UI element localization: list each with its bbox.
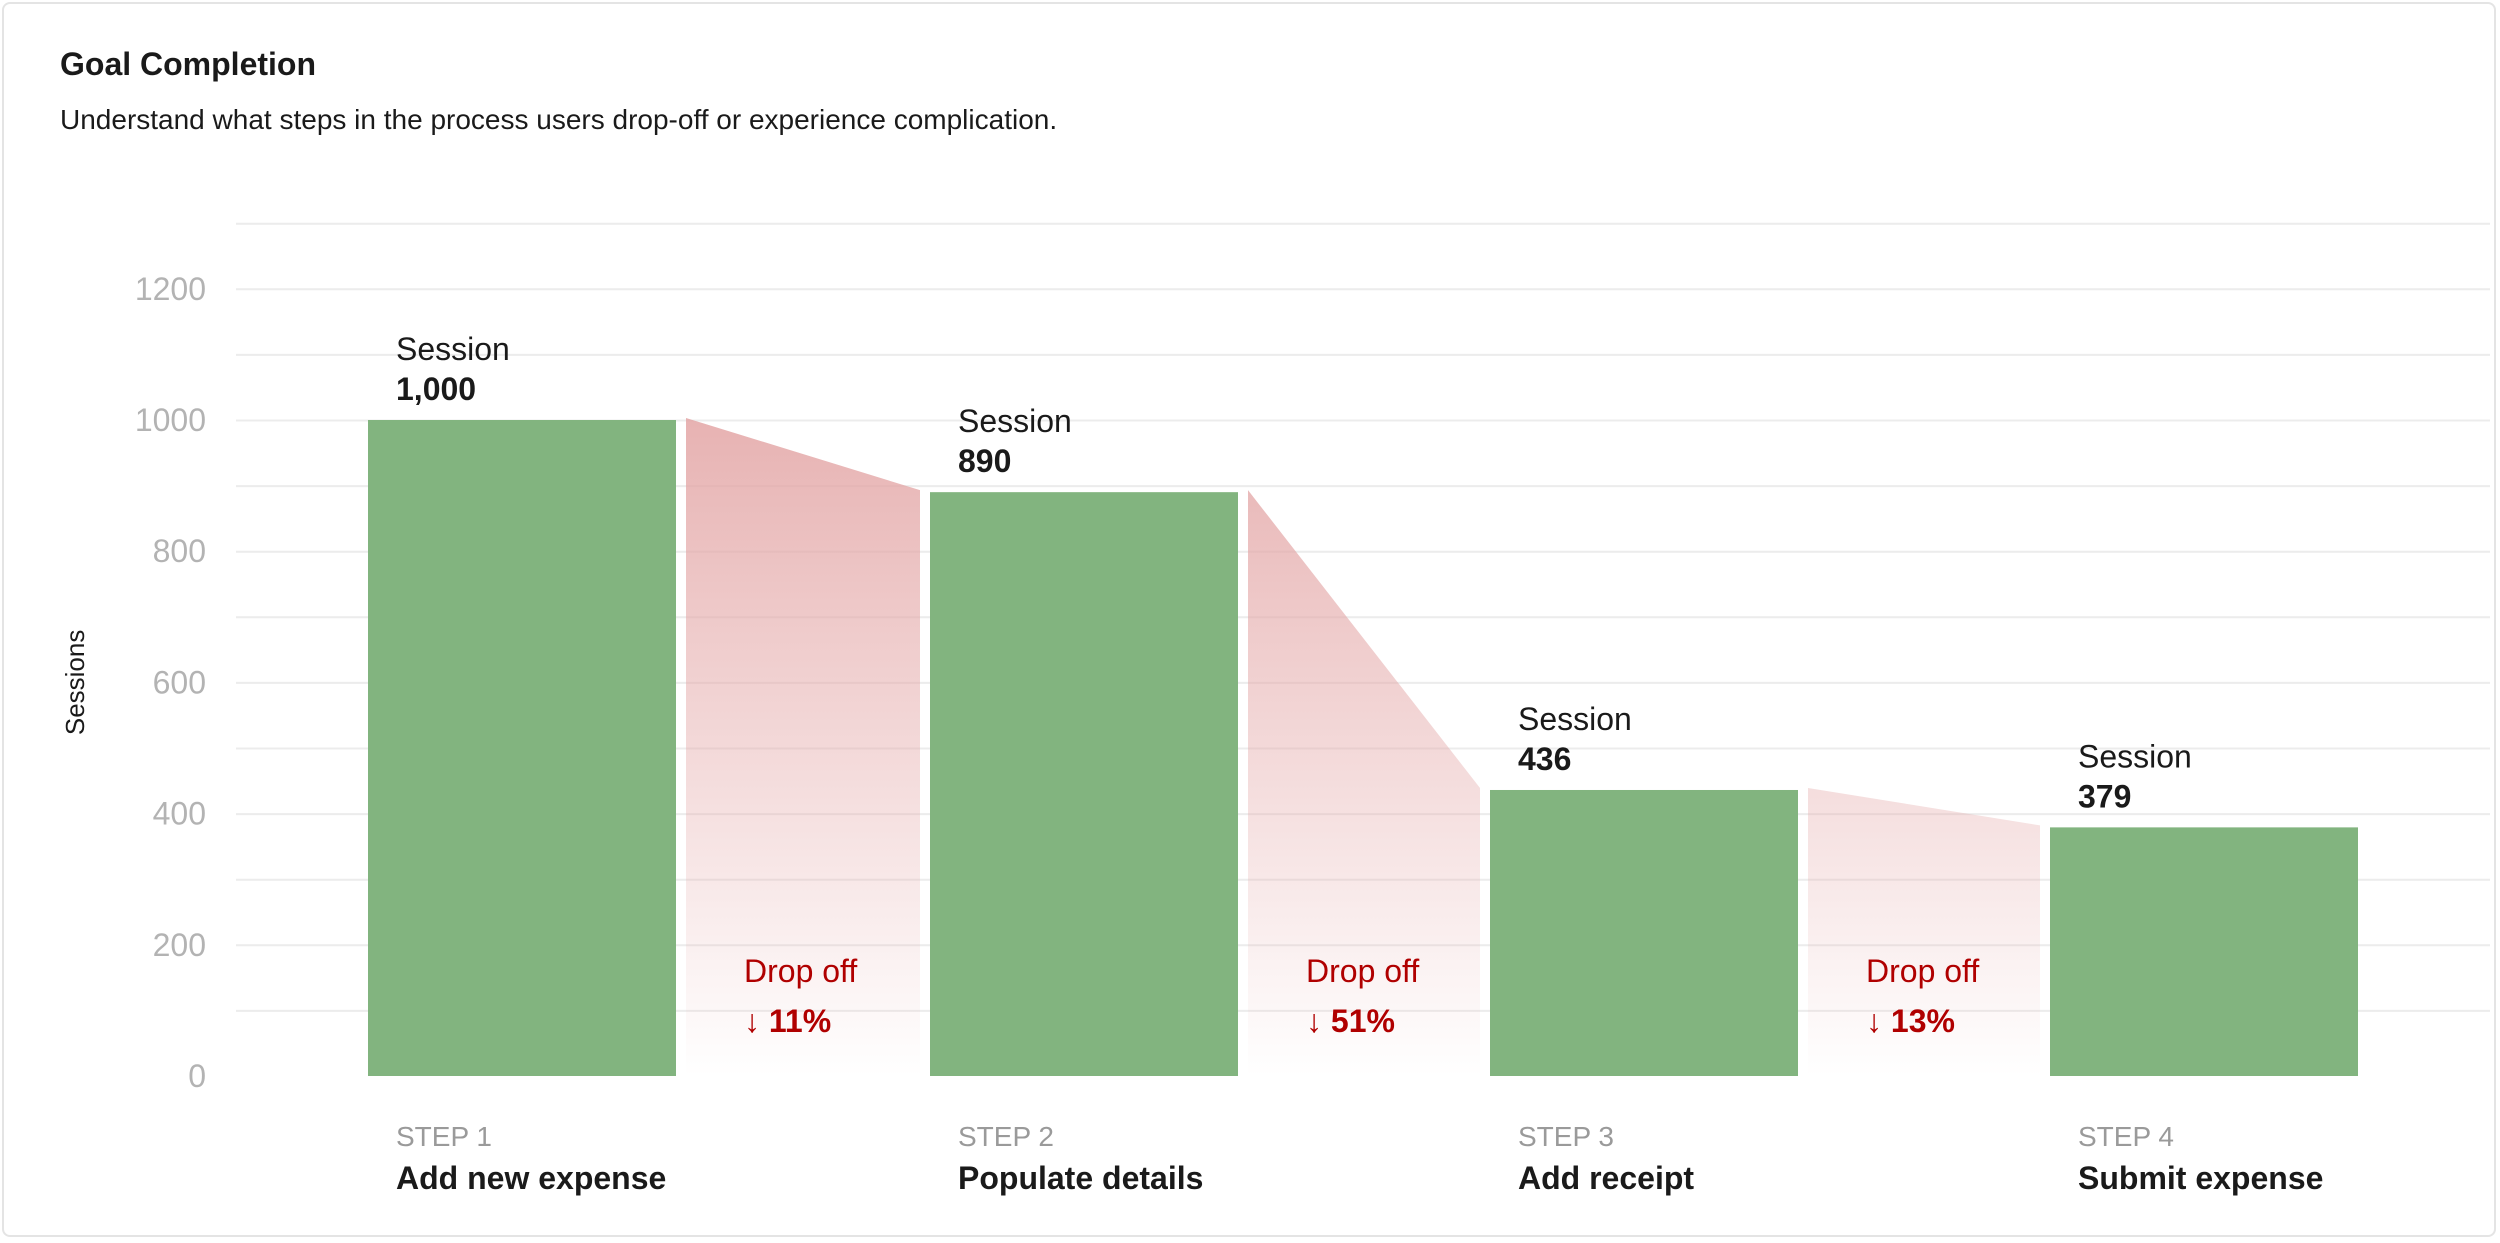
bar-session-value: 379 — [2078, 778, 2131, 814]
y-tick-label: 1000 — [135, 402, 206, 438]
chart-subtitle: Understand what steps in the process use… — [60, 104, 1058, 135]
y-tick-label: 1200 — [135, 271, 206, 307]
step-name: Add receipt — [1518, 1160, 1694, 1196]
dropoff-value: ↓ 11% — [744, 1003, 831, 1039]
dropoff-value: ↓ 51% — [1306, 1003, 1395, 1039]
y-axis-label: Sessions — [60, 630, 90, 736]
step-name: Add new expense — [396, 1160, 666, 1196]
step-bar — [1490, 789, 1798, 1076]
step-label: STEP 3 — [1518, 1121, 1614, 1152]
step-bar — [930, 492, 1238, 1076]
bar-session-label: Session — [1518, 701, 1632, 737]
step-name: Submit expense — [2078, 1160, 2323, 1196]
y-tick-label: 200 — [153, 927, 206, 963]
bar-session-value: 890 — [958, 443, 1011, 479]
y-tick-label: 0 — [188, 1058, 206, 1094]
dropoff-label: Drop off — [1306, 953, 1419, 989]
bar-session-label: Session — [958, 403, 1072, 439]
chart-title: Goal Completion — [60, 46, 316, 82]
dropoff-value: ↓ 13% — [1866, 1003, 1955, 1039]
step-label: STEP 2 — [958, 1121, 1054, 1152]
step-bar — [2050, 827, 2358, 1076]
y-tick-label: 800 — [153, 533, 206, 569]
y-tick-label: 400 — [153, 796, 206, 832]
step-bar — [368, 420, 676, 1076]
step-label: STEP 4 — [2078, 1121, 2174, 1152]
step-label: STEP 1 — [396, 1121, 492, 1152]
dropoff-label: Drop off — [1866, 953, 1979, 989]
y-tick-label: 600 — [153, 664, 206, 700]
dropoff-area — [1248, 490, 1480, 1076]
step-name: Populate details — [958, 1160, 1203, 1196]
bar-session-value: 1,000 — [396, 371, 476, 407]
dropoff-area — [1808, 787, 2040, 1076]
dropoff-area — [686, 418, 920, 1076]
bar-session-value: 436 — [1518, 741, 1571, 777]
bar-session-label: Session — [2078, 738, 2192, 774]
dropoff-label: Drop off — [744, 953, 857, 989]
bar-session-label: Session — [396, 331, 510, 367]
